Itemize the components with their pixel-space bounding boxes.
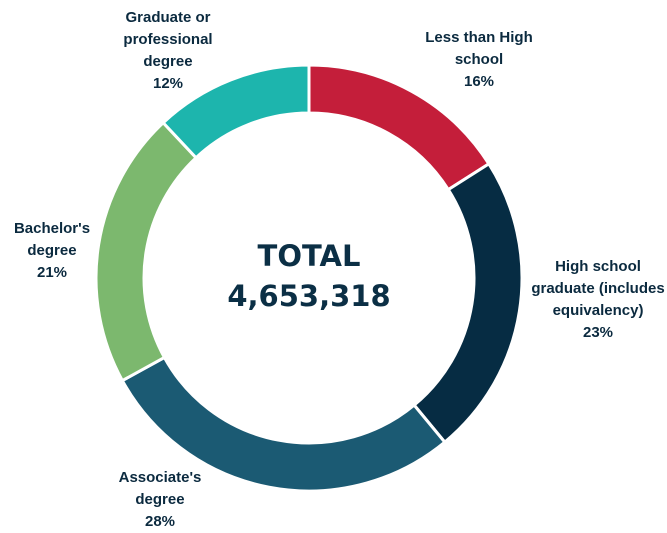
category-name: Bachelor's degree xyxy=(13,220,91,259)
donut-segment xyxy=(161,63,311,160)
segment-label: Bachelor's degree 21% xyxy=(2,218,102,284)
center-total: 4,653,318 xyxy=(227,279,390,313)
donut-segment xyxy=(412,161,524,445)
category-name: Associate's degree xyxy=(118,469,202,508)
segment-label: Less than High school 16% xyxy=(414,27,544,93)
segment-label: Graduate or professional degree 12% xyxy=(113,7,223,95)
percent-label: 23% xyxy=(582,324,614,341)
percent-label: 28% xyxy=(144,513,176,530)
segment-label: High school graduate (includes equivalen… xyxy=(523,256,667,344)
percent-label: 16% xyxy=(463,73,495,90)
center-title: TOTAL xyxy=(258,239,361,273)
category-name: Less than High school xyxy=(425,29,533,68)
category-name: High school graduate (includes equivalen… xyxy=(531,258,665,319)
percent-label: 12% xyxy=(152,75,184,92)
percent-label: 21% xyxy=(36,264,68,281)
category-name: Graduate or professional degree xyxy=(123,9,213,70)
segment-label: Associate's degree 28% xyxy=(105,467,215,533)
donut-segment xyxy=(94,120,199,383)
